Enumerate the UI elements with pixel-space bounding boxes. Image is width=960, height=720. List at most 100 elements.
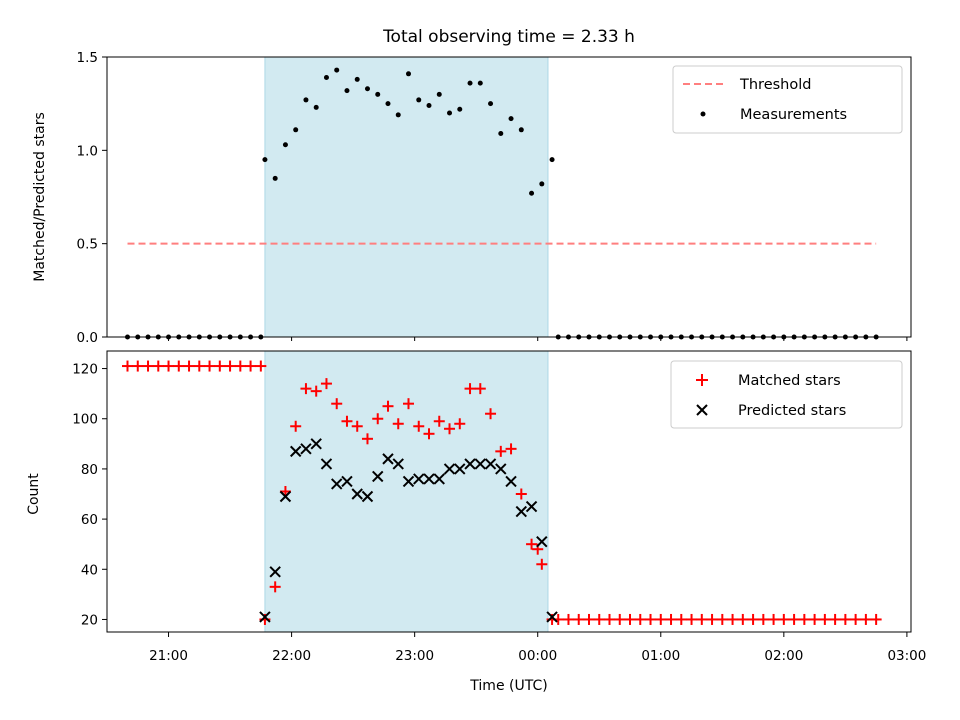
matched-star-point bbox=[351, 420, 363, 432]
matched-star-point bbox=[788, 613, 800, 625]
matched-star-point bbox=[122, 360, 134, 372]
matched-star-point bbox=[809, 613, 821, 625]
predicted-star-point bbox=[382, 453, 394, 465]
measurement-point bbox=[518, 127, 524, 133]
measurement-point bbox=[416, 97, 422, 103]
matched-star-point bbox=[850, 613, 862, 625]
matched-star-point bbox=[454, 418, 466, 430]
measurement-point bbox=[508, 116, 514, 122]
measurement-point bbox=[272, 175, 278, 181]
predicted-star-point bbox=[525, 500, 538, 513]
measurement-point bbox=[344, 88, 350, 94]
measurement-point bbox=[467, 80, 473, 86]
matched-star-point bbox=[485, 408, 497, 420]
top-y-axis-label: Matched/Predicted stars bbox=[32, 112, 48, 282]
predicted-star-point bbox=[289, 445, 302, 458]
predicted-stars-legend-label: Predicted stars bbox=[738, 403, 846, 419]
matched-star-point bbox=[290, 420, 302, 432]
measurement-point bbox=[498, 131, 504, 137]
predicted-star-mark-b bbox=[402, 475, 415, 488]
matched-star-point bbox=[361, 433, 373, 445]
predicted-star-mark-b bbox=[484, 458, 497, 470]
bottom-y-tick-label: 60 bbox=[81, 512, 98, 528]
bottom-axes-frame bbox=[106, 350, 912, 633]
measurement-point bbox=[549, 157, 555, 163]
threshold-legend-label: Threshold bbox=[739, 77, 811, 93]
matched-stars-legend-swatch bbox=[696, 374, 708, 386]
matched-star-point bbox=[604, 613, 615, 625]
predicted-star-point bbox=[361, 490, 374, 503]
matched-star-point bbox=[300, 383, 312, 395]
matched-star-point bbox=[593, 613, 605, 625]
top-y-tick-label: 0.0 bbox=[77, 330, 98, 346]
x-tick-label: 00:00 bbox=[518, 648, 557, 664]
measurements-legend-label: Measurements bbox=[740, 107, 847, 123]
predicted-star-point bbox=[515, 505, 528, 518]
x-axis-label: Time (UTC) bbox=[469, 678, 547, 694]
bottom-y-tick-label: 120 bbox=[72, 362, 98, 378]
matched-star-point bbox=[870, 613, 882, 625]
predicted-star-mark-b bbox=[495, 463, 507, 475]
matched-stars-legend-label: Matched stars bbox=[738, 373, 841, 389]
predicted-star-mark-b bbox=[361, 490, 374, 503]
chart-title: Total observing time = 2.33 h bbox=[382, 27, 635, 47]
top-axes-frame bbox=[106, 56, 912, 338]
x-tick-label: 22:00 bbox=[272, 648, 311, 664]
predicted-star-mark-b bbox=[474, 458, 486, 470]
predicted-star-mark-b bbox=[443, 463, 456, 475]
matched-star-point bbox=[747, 613, 759, 625]
predicted-star-mark-b bbox=[259, 611, 271, 623]
predicted-star-point bbox=[413, 473, 425, 485]
top-y-tick-label: 1.5 bbox=[77, 50, 98, 66]
matched-star-point bbox=[515, 488, 527, 500]
predicted-star-mark-b bbox=[413, 473, 425, 485]
matched-star-point bbox=[839, 613, 851, 625]
predicted-star-mark-b bbox=[505, 475, 517, 488]
predicted-star-mark-b bbox=[300, 443, 312, 455]
matched-star-point bbox=[706, 613, 718, 625]
matched-star-point bbox=[132, 360, 144, 372]
predicted-star-mark-b bbox=[433, 473, 445, 485]
measurement-point bbox=[364, 86, 370, 92]
measurement-point bbox=[282, 142, 288, 148]
predicted-star-point bbox=[464, 458, 476, 470]
matched-star-point bbox=[757, 613, 769, 625]
predicted-star-mark-b bbox=[525, 500, 538, 513]
predicted-star-point bbox=[484, 458, 497, 470]
predicted-star-point bbox=[279, 490, 292, 503]
predicted-star-mark-b bbox=[423, 473, 435, 485]
matched-star-point bbox=[234, 360, 246, 372]
predicted-star-mark-b bbox=[382, 453, 394, 465]
bottom-y-tick-label: 100 bbox=[72, 412, 98, 428]
matched-star-point bbox=[505, 443, 517, 455]
predicted-star-mark-b bbox=[454, 463, 466, 475]
matched-star-point bbox=[310, 385, 322, 397]
predicted-star-point bbox=[495, 463, 507, 475]
x-tick-label: 03:00 bbox=[887, 648, 926, 664]
matched-star-point bbox=[819, 613, 831, 625]
predicted-star-point bbox=[443, 463, 456, 475]
matched-star-point bbox=[526, 538, 538, 550]
measurement-point bbox=[529, 190, 535, 196]
matched-star-point bbox=[173, 360, 185, 372]
matched-star-point bbox=[392, 418, 404, 430]
predicted-star-point bbox=[454, 463, 466, 475]
predicted-star-mark-b bbox=[279, 490, 292, 503]
predicted-star-point bbox=[351, 488, 363, 500]
bottom-y-tick-label: 20 bbox=[81, 612, 98, 628]
top-y-tick-label: 1.0 bbox=[77, 143, 98, 159]
predicted-star-mark-b bbox=[269, 566, 281, 578]
predicted-star-point bbox=[341, 475, 353, 488]
predicted-star-mark-b bbox=[464, 458, 476, 470]
matched-star-point bbox=[737, 613, 749, 625]
predicted-star-mark-b bbox=[372, 470, 384, 483]
predicted-star-mark-b bbox=[310, 438, 322, 450]
top-legend-box bbox=[672, 65, 903, 134]
x-tick-label: 21:00 bbox=[149, 648, 188, 664]
predicted-star-mark-b bbox=[351, 488, 363, 500]
predicted-star-point bbox=[320, 458, 333, 470]
bottom-y-axis-label: Count bbox=[26, 473, 42, 515]
predicted-star-mark-b bbox=[515, 505, 528, 518]
matched-star-point bbox=[860, 613, 872, 625]
predicted-star-point bbox=[505, 475, 517, 488]
